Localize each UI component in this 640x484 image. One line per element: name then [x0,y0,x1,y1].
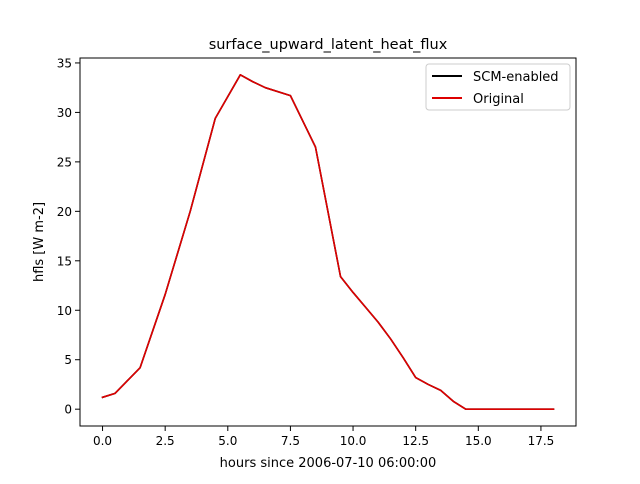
y-tick-label: 35 [57,56,72,70]
series-line-original [101,74,555,410]
x-axis-ticks: 0.0 2.5 5.0 7.5 10.0 12.5 15.0 17.5 [93,426,554,448]
x-axis-label: hours since 2006-07-10 06:00:00 [220,456,437,471]
x-tick-label: 12.5 [402,434,429,448]
x-tick-label: 15.0 [465,434,492,448]
legend: SCM-enabled Original [425,63,571,111]
chart-title: surface_upward_latent_heat_flux [209,37,448,53]
legend-label-original: Original [473,92,524,107]
x-tick-label: 5.0 [218,434,237,448]
x-tick-label: 7.5 [281,434,300,448]
x-tick-label: 2.5 [156,434,175,448]
y-tick-label: 25 [57,155,72,169]
x-tick-label: 10.0 [340,434,367,448]
y-axis-ticks: 0 5 10 15 20 25 30 35 [57,56,80,417]
y-tick-label: 15 [57,254,72,268]
y-tick-label: 30 [57,106,72,120]
y-tick-label: 10 [57,304,72,318]
plot-area-frame [79,57,577,427]
y-axis-label: hfls [W m-2] [32,202,47,282]
x-tick-label: 17.5 [528,434,555,448]
series-layer [101,74,555,410]
y-tick-label: 5 [64,353,72,367]
y-tick-label: 20 [57,205,72,219]
legend-label-scm-enabled: SCM-enabled [473,70,559,85]
y-tick-label: 0 [64,403,72,417]
x-tick-label: 0.0 [93,434,112,448]
